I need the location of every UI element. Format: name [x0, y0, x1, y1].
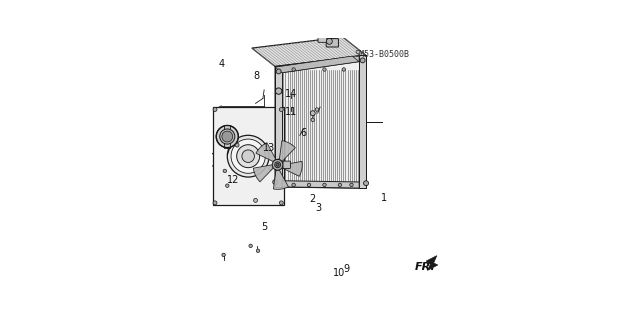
Text: 5: 5 [261, 222, 268, 233]
Circle shape [256, 249, 260, 252]
Circle shape [360, 58, 365, 63]
Polygon shape [426, 256, 438, 271]
Text: 6: 6 [300, 128, 307, 138]
Polygon shape [279, 141, 295, 162]
Text: 11: 11 [285, 107, 298, 117]
Circle shape [237, 145, 260, 168]
Circle shape [272, 160, 283, 170]
FancyBboxPatch shape [326, 39, 339, 47]
Circle shape [213, 201, 217, 205]
Text: FR.: FR. [415, 262, 436, 272]
Circle shape [323, 68, 326, 71]
Polygon shape [282, 181, 359, 188]
Circle shape [338, 183, 342, 187]
Circle shape [350, 183, 353, 187]
Text: 14: 14 [285, 89, 298, 99]
Polygon shape [275, 56, 359, 73]
Circle shape [253, 198, 257, 202]
Circle shape [307, 183, 311, 187]
Circle shape [231, 139, 266, 173]
Text: 4: 4 [218, 59, 224, 69]
Circle shape [242, 150, 255, 162]
Polygon shape [282, 56, 359, 73]
Circle shape [280, 108, 284, 111]
Polygon shape [282, 161, 302, 176]
Polygon shape [256, 143, 276, 162]
Text: 2: 2 [309, 194, 315, 204]
Polygon shape [359, 56, 366, 188]
FancyBboxPatch shape [283, 161, 291, 168]
Circle shape [276, 163, 279, 166]
Circle shape [280, 201, 284, 205]
Circle shape [364, 181, 369, 186]
Circle shape [213, 108, 217, 111]
Circle shape [326, 38, 332, 44]
Circle shape [275, 162, 280, 168]
Circle shape [323, 183, 326, 187]
Polygon shape [212, 107, 284, 205]
Polygon shape [252, 37, 366, 67]
Circle shape [292, 68, 295, 71]
Text: 7: 7 [224, 147, 230, 158]
Polygon shape [275, 56, 366, 188]
Circle shape [225, 184, 229, 187]
Text: SM53-B0500B: SM53-B0500B [355, 50, 410, 59]
Polygon shape [253, 165, 273, 182]
FancyBboxPatch shape [318, 36, 327, 42]
Text: 3: 3 [315, 203, 321, 213]
Circle shape [227, 135, 269, 177]
Circle shape [276, 69, 281, 74]
Circle shape [275, 159, 282, 166]
Circle shape [220, 129, 235, 144]
Circle shape [292, 183, 295, 187]
Circle shape [275, 88, 282, 94]
Circle shape [310, 111, 316, 116]
Text: 8: 8 [253, 71, 260, 81]
Circle shape [222, 253, 225, 257]
Circle shape [223, 169, 227, 173]
Text: 1: 1 [381, 193, 388, 203]
Polygon shape [273, 170, 289, 189]
FancyBboxPatch shape [225, 125, 230, 148]
Text: 10: 10 [333, 268, 345, 278]
Circle shape [216, 125, 238, 148]
Circle shape [235, 143, 239, 147]
Circle shape [222, 131, 233, 142]
Circle shape [311, 118, 314, 122]
Circle shape [342, 68, 346, 71]
Circle shape [316, 108, 319, 111]
Polygon shape [275, 67, 282, 187]
Text: 9: 9 [343, 264, 349, 274]
Circle shape [269, 167, 272, 170]
Circle shape [273, 180, 278, 184]
Text: 12: 12 [227, 174, 239, 184]
Circle shape [249, 244, 252, 248]
Text: 13: 13 [263, 143, 275, 152]
